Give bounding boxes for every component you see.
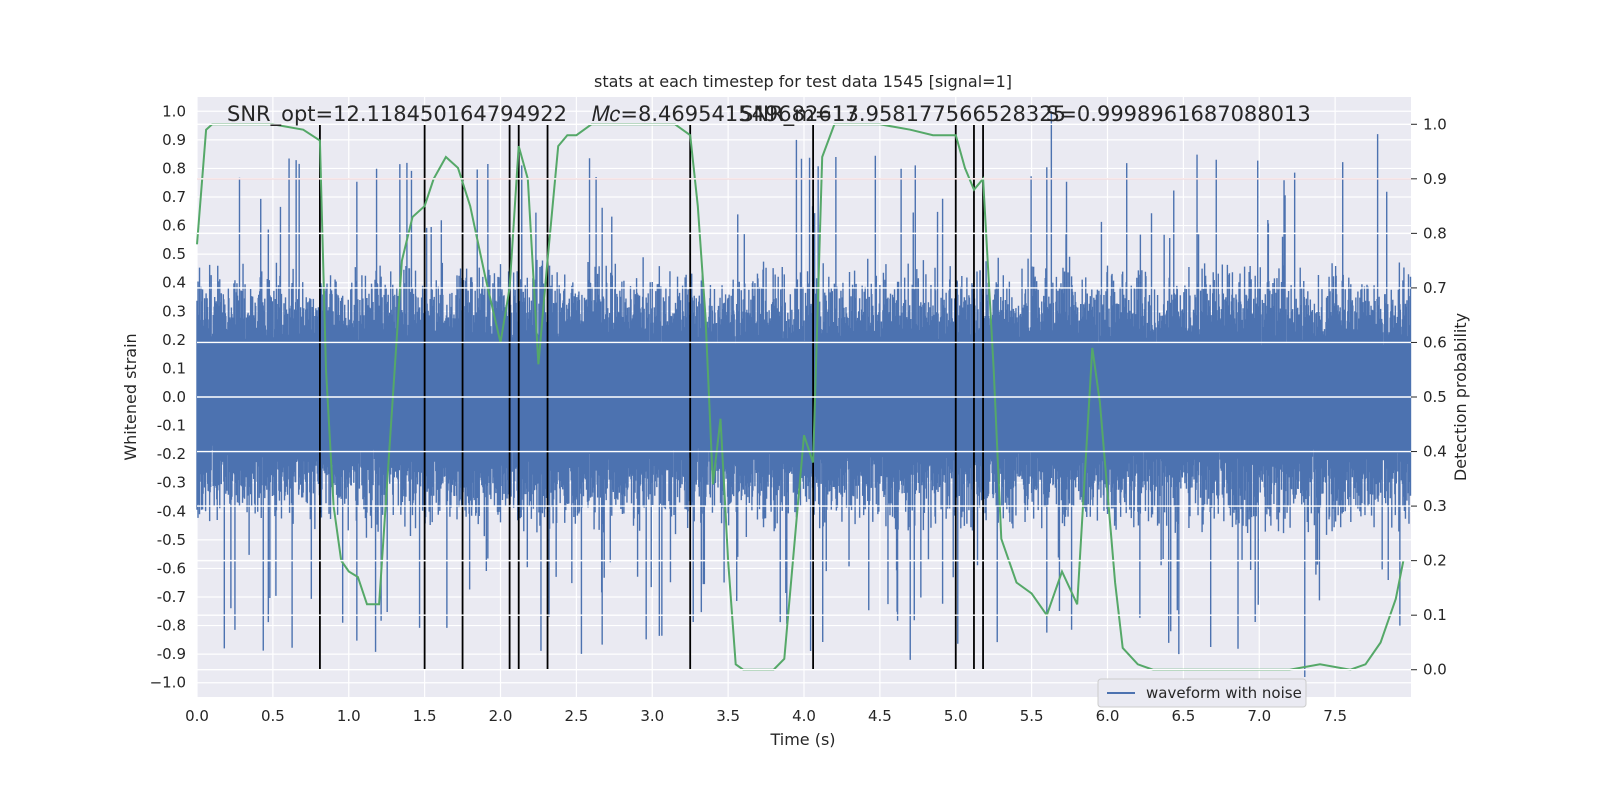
y2-tick-label: 0.9 (1423, 170, 1447, 188)
x-tick-label: 3.0 (640, 707, 664, 725)
y-tick-label: -0.4 (157, 502, 186, 520)
y2-axis-label: Detection probability (1451, 313, 1470, 481)
y2-tick-label: 0.3 (1423, 497, 1447, 515)
y-tick-label: 0.5 (162, 245, 186, 263)
annotation-s: S=0.9998961687088013 (1046, 102, 1311, 126)
y2-tick-label: 1.0 (1423, 115, 1447, 133)
y-tick-label: 0.2 (162, 331, 186, 349)
y2-tick-label: 0.5 (1423, 388, 1447, 406)
annotation-chirp-mass: 𝑀𝑐=8.469541549682617 (592, 102, 858, 126)
x-tick-label: 2.5 (564, 707, 588, 725)
y-tick-label: -0.7 (157, 588, 186, 606)
x-tick-label: 0.0 (185, 707, 209, 725)
y-tick-label: 0.7 (162, 188, 186, 206)
x-tick-label: 2.0 (489, 707, 513, 725)
y-tick-label: -0.8 (157, 617, 186, 635)
right-axis-gridlines (197, 123, 1417, 671)
y-tick-label: 0.6 (162, 217, 186, 235)
x-tick-label: 7.5 (1323, 707, 1347, 725)
x-tick-label: 6.0 (1096, 707, 1120, 725)
y2-tick-label: 0.1 (1423, 606, 1447, 624)
y-tick-label: 0.8 (162, 159, 186, 177)
y2-tick-label: 0.6 (1423, 333, 1447, 351)
y-tick-label: −1.0 (150, 674, 186, 692)
x-tick-label: 4.0 (792, 707, 816, 725)
legend: waveform with noise (1097, 678, 1307, 708)
y-tick-label: 0.9 (162, 131, 186, 149)
annotation-snr-opt: SNR_opt=12.118450164794922 (227, 102, 567, 127)
x-tick-label: 6.5 (1171, 707, 1195, 725)
x-axis-label: Time (s) (769, 730, 835, 749)
y-tick-label: 0.0 (162, 388, 186, 406)
x-tick-label: 3.5 (716, 707, 740, 725)
y2-tick-label: 0.4 (1423, 443, 1447, 461)
y-tick-label: -0.6 (157, 559, 186, 577)
y2-tick-label: 0.0 (1423, 661, 1447, 679)
legend-box (1097, 678, 1307, 708)
y2-tick-label: 0.2 (1423, 552, 1447, 570)
y-tick-label: -0.5 (157, 531, 186, 549)
x-tick-label: 5.0 (944, 707, 968, 725)
y2-tick-labels: 1.0 0.9 0.8 0.7 0.6 0.5 0.4 0.3 0.2 0.1 0.0 (1423, 115, 1447, 678)
y-tick-labels: 1.0 0.9 0.8 0.7 0.6 0.5 0.4 0.3 0.2 0.1 0.0 -0.1 -0.… (150, 102, 186, 691)
y-tick-label: -0.2 (157, 445, 186, 463)
y2-tick-label: 0.8 (1423, 224, 1447, 242)
x-tick-label: 5.5 (1020, 707, 1044, 725)
y-tick-label: 0.4 (162, 274, 186, 292)
x-tick-labels: 0.0 0.5 1.0 1.5 2.0 2.5 3.0 3.5 4.0 4.5 5.0 5.5 6.0 6… (185, 707, 1347, 725)
y2-tick-label: 0.7 (1423, 279, 1447, 297)
annotation-snr-m: SNR_m=13.958177566528325 (740, 102, 1066, 127)
probability-line (196, 123, 1405, 671)
y-tick-label: 1.0 (162, 102, 186, 120)
y-tick-label: -0.1 (157, 417, 186, 435)
legend-label: waveform with noise (1146, 684, 1302, 702)
x-tick-label: 1.0 (337, 707, 361, 725)
y-tick-label: 0.3 (162, 302, 186, 320)
chart-title: stats at each timestep for test data 154… (594, 72, 1012, 91)
x-tick-label: 4.5 (868, 707, 892, 725)
x-tick-label: 0.5 (261, 707, 285, 725)
y-tick-label: -0.9 (157, 645, 186, 663)
x-tick-label: 7.0 (1247, 707, 1271, 725)
y-tick-label: 0.1 (162, 359, 186, 377)
y-axis-label: Whitened strain (121, 333, 140, 460)
y-tick-label: -0.3 (157, 474, 186, 492)
x-tick-label: 1.5 (413, 707, 437, 725)
